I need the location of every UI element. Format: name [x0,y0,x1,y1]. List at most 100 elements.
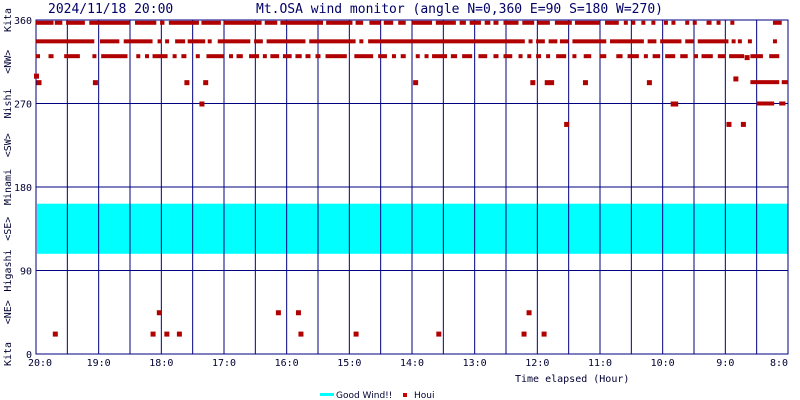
y-direction-label: Kita [3,342,14,366]
x-tick-label: 16:0 [275,358,299,369]
houi-run [522,20,535,25]
houi-run [647,39,657,44]
houi-point [275,310,281,316]
houi-run [254,39,263,44]
houi-run [201,20,221,25]
chart-title: Mt.OSA wind monitor (angle N=0,360 E=90 … [256,2,663,17]
houi-run [325,54,347,59]
houi-run [309,39,356,44]
houi-run [123,39,153,44]
y-direction-label: <SW> [3,133,14,157]
houi-run [680,54,688,59]
houi-run [692,20,697,25]
houi-run [641,20,646,25]
y-tick-label: 180 [14,183,32,194]
houi-run [772,20,782,25]
legend-houi-swatch [403,393,407,397]
legend-good-wind-swatch [320,393,334,396]
houi-run [750,80,780,85]
houi-run [224,20,262,25]
houi-run [207,39,212,44]
houi-run [610,39,644,44]
houi-run [548,39,558,44]
houi-point [176,331,182,337]
houi-run [559,39,569,44]
houi-run [737,39,742,44]
legend-houi-label: Houi [414,391,434,400]
houi-point [164,331,170,337]
houi-point [670,101,676,107]
x-tick-label: 10:0 [651,358,675,369]
houi-run [518,54,523,59]
houi-run [627,54,639,59]
houi-point [52,331,58,337]
houi-point [203,80,209,86]
x-tick-labels: 20:0 19:0 18:0 17:0 16:0 15:0 14:0 13:0 12:0 11:0… [28,358,788,369]
x-tick-label: 11:0 [588,358,612,369]
houi-run [165,39,170,44]
houi-run [623,20,628,25]
x-tick-label: 12:0 [525,358,549,369]
houi-point [353,331,359,337]
x-tick-label: 9:0 [716,358,734,369]
houi-run [36,20,54,25]
houi-run [145,54,150,59]
houi-run [89,20,130,25]
houi-run [536,54,542,59]
houi-run [400,54,406,59]
houi-run [435,20,456,25]
houi-point [740,121,746,127]
houi-run [92,54,97,59]
x-tick-label: 18:0 [149,358,173,369]
houi-run [217,39,251,44]
houi-run [36,39,95,44]
houi-run [195,54,200,59]
x-tick-label: 15:0 [337,358,361,369]
houi-point [544,80,550,86]
x-tick-label: 14:0 [400,358,424,369]
houi-point [150,331,156,337]
houi-run [528,39,533,44]
houi-run [769,54,780,59]
houi-run [187,39,206,44]
houi-point [34,73,39,79]
houi-run [643,54,648,59]
y-direction-label: Higashi [3,249,14,291]
houi-run [605,20,619,25]
x-tick-label: 8:0 [770,358,788,369]
houi-point [92,80,98,86]
y-tick-label: 360 [14,16,32,27]
houi-point [298,331,304,337]
houi-run [36,54,40,59]
houi-run [175,39,186,44]
houi-point [582,80,588,86]
houi-run [574,20,600,25]
houi-run [663,20,668,25]
houi-run [706,20,712,25]
houi-point [36,80,42,86]
houi-run [716,20,721,25]
houi-run [172,54,177,59]
houi-run [229,54,234,59]
houi-run [660,39,682,44]
houi-run [305,54,311,59]
houi-run [536,39,545,44]
y-tick-labels: 0 90 180 270 360 [14,16,32,361]
houi-run [671,20,676,25]
houi-point [521,331,527,337]
houi-run [412,20,433,25]
houi-point [184,80,190,86]
houi-point [726,121,732,127]
houi-run [572,54,577,59]
houi-run [781,80,788,85]
houi-run [136,54,141,59]
houi-run [731,39,736,44]
houi-run [249,54,260,59]
houi-point [673,101,679,107]
houi-run [378,54,387,59]
houi-run [503,54,513,59]
houi-run [48,54,54,59]
houi-run [266,39,306,44]
houi-run [101,54,128,59]
datetime-label: 2024/11/18 20:00 [48,2,173,17]
